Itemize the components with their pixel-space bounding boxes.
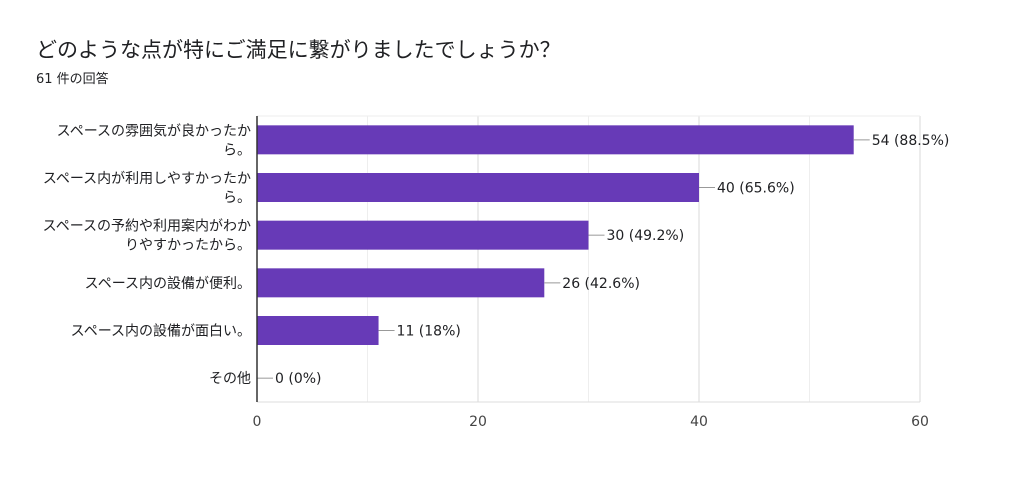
category-label: スペース内の設備が便利。: [85, 276, 251, 292]
data-label: 11 (18%): [397, 324, 461, 340]
chart-title: どのような点が特にご満足に繋がりましたでしょうか？: [36, 38, 561, 62]
data-label: 0 (0%): [275, 371, 322, 387]
category-label: スペースの予約や利用案内がわか: [43, 218, 251, 235]
bar: [257, 125, 854, 155]
bar: [257, 220, 589, 250]
bar: [257, 316, 379, 345]
bar: [257, 268, 545, 298]
bar: [257, 173, 699, 202]
x-tick-label: 40: [690, 414, 708, 430]
category-label: ら。: [223, 142, 251, 158]
data-label: 54 (88.5%): [872, 133, 950, 149]
category-label: スペース内が利用しやすかったか: [43, 171, 251, 187]
data-label: 40 (65.6%): [717, 181, 795, 197]
category-label: ら。: [223, 190, 251, 206]
x-tick-label: 60: [911, 414, 929, 430]
category-label: りやすかったから。: [125, 238, 251, 254]
data-label: 30 (49.2%): [607, 228, 685, 244]
category-label: その他: [209, 371, 251, 387]
x-tick-label: 0: [253, 414, 262, 430]
response-count: 61 件の回答: [36, 72, 109, 87]
category-label: スペースの雰囲気が良かったか: [57, 123, 251, 139]
x-tick-label: 20: [469, 414, 487, 430]
data-label: 26 (42.6%): [562, 276, 640, 292]
category-label: スペース内の設備が面白い。: [71, 324, 251, 340]
